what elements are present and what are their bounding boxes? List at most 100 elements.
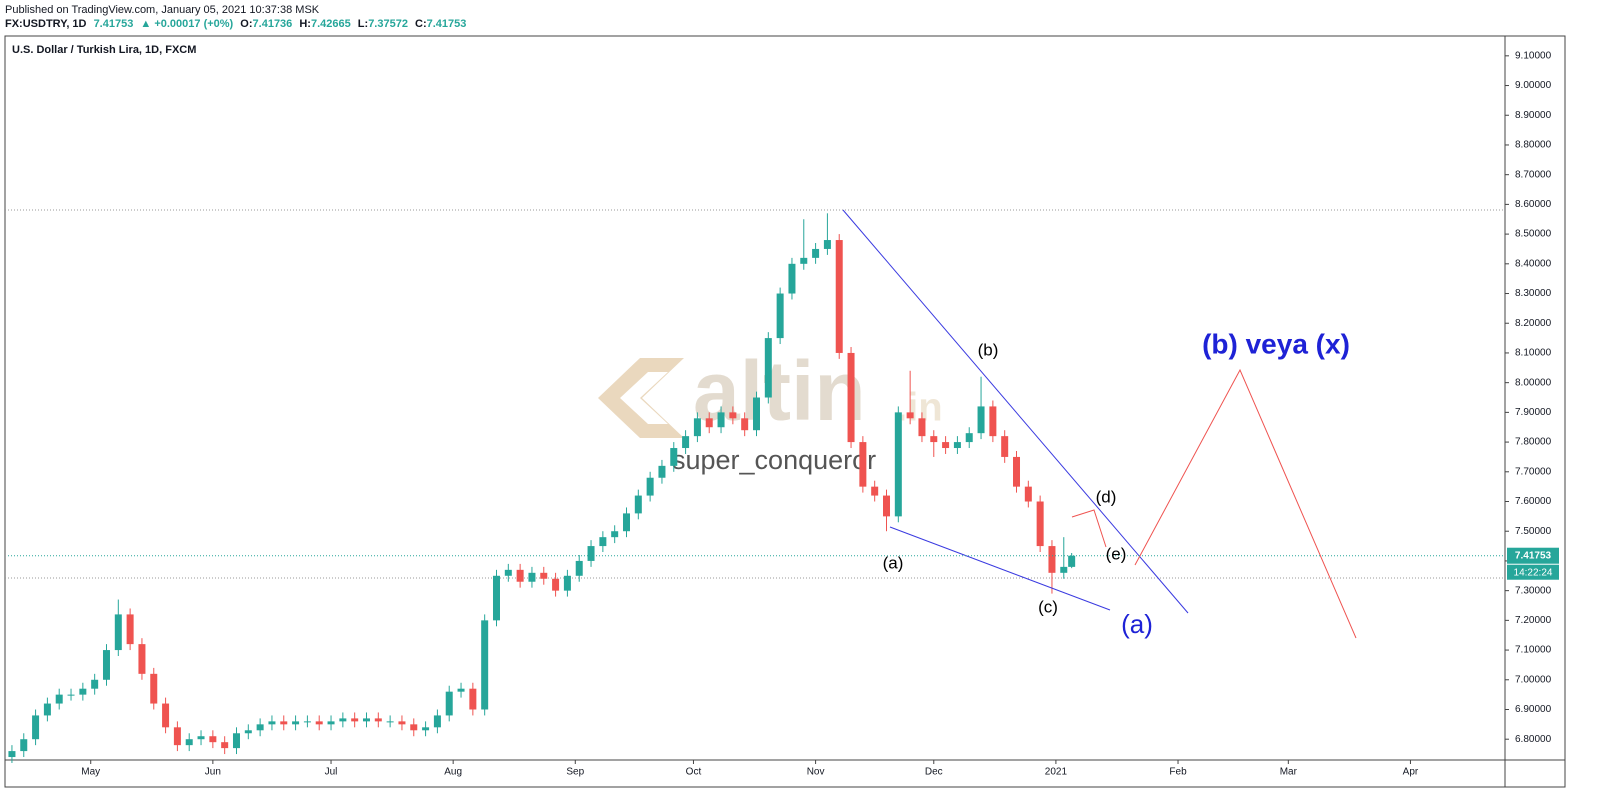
candle-body [339,718,347,722]
candle-body [705,418,713,428]
candle-body [43,703,51,716]
y-tick-label: 8.80000 [1515,140,1552,151]
candle-body [197,736,205,740]
h-label: H: [299,18,311,30]
candle-body [658,465,666,478]
candle-body [1048,546,1056,573]
x-tick-label: Sep [566,767,584,778]
candle-body [575,560,583,576]
last-price-label: 7.41753 [1515,550,1552,561]
candle-body [646,477,654,496]
wave-label: (e) [1106,544,1127,563]
projection [1071,509,1107,548]
l-label: L: [358,18,368,30]
y-tick-label: 7.70000 [1515,466,1552,477]
candle-body [433,715,441,728]
candle-body [930,436,938,443]
ohlc-line: FX:USDTRY, 1D 7.41753 ▲ +0.00017 (+0%) O… [5,18,466,30]
x-tick-label: Dec [925,767,943,778]
countdown-label: 14:22:24 [1514,567,1553,578]
candle-body [717,412,725,428]
y-tick-label: 7.50000 [1515,526,1552,537]
candle-body [303,721,311,723]
candle-body [516,569,524,582]
candle-body [729,412,737,419]
candle-body [528,572,536,582]
candle-body [327,721,335,725]
chart-title: U.S. Dollar / Turkish Lira, 1D, FXCM [12,44,196,56]
candle-body [410,724,418,731]
candle-body [823,240,831,249]
candle-body [670,448,678,466]
symbol: FX:USDTRY, 1D [5,18,87,30]
x-tick-label: Nov [807,767,825,778]
candle-body [611,531,619,538]
author: super_conqueror [672,445,876,475]
x-tick-label: Apr [1403,767,1419,778]
candle-body [1068,555,1076,567]
h: 7.42665 [311,18,351,30]
candle-body [457,688,465,692]
y-tick-label: 8.00000 [1515,377,1552,388]
candle-body [232,733,240,749]
candle-body [209,736,217,743]
candle-body [362,718,370,722]
candle-body [351,718,359,722]
logo [598,358,684,438]
trend-line [842,209,1189,614]
candle-body [788,263,796,294]
candle-body [173,727,181,746]
candle-body [268,721,276,725]
candle-body [469,688,477,710]
y-tick-label: 8.70000 [1515,169,1552,180]
y-tick-label: 9.10000 [1515,50,1552,61]
logo-inner [620,372,668,424]
candle-body [162,703,170,728]
candle-body [1060,566,1068,573]
candles [8,213,1076,763]
candle-body [67,694,75,696]
candle-body [764,338,772,398]
candle-body [102,650,110,680]
candle-body [422,727,430,731]
candle-body [540,572,548,579]
candle-body [835,240,843,353]
candle-body [741,418,749,431]
last: 7.41753 [94,18,134,30]
change: ▲ +0.00017 (+0%) [140,18,233,30]
candle-body [114,614,122,651]
candle-body [1036,501,1044,547]
candle-body [244,730,252,734]
candle-body [812,248,820,258]
l: 7.37572 [368,18,408,30]
candle-body [682,436,690,449]
y-tick-label: 9.00000 [1515,80,1552,91]
candle-body [587,546,595,561]
x-tick-label: Jul [325,767,338,778]
candle-body [599,537,607,547]
candle-body [315,721,323,725]
candle-body [552,578,560,591]
candle-body [953,442,961,449]
candle-body [481,620,489,710]
candle-body [977,406,985,434]
candle-body [563,575,571,591]
candle-body [20,739,28,752]
candle-body [374,718,382,722]
candle-body [386,721,394,723]
candle-body [91,679,99,689]
c: 7.41753 [427,18,467,30]
frame [4,35,1566,788]
wave-label: (b) [978,340,999,359]
y-tick-label: 7.90000 [1515,407,1552,418]
candle-body [256,724,264,731]
candle-body [79,688,87,695]
x-tick-label: May [81,767,100,778]
wave-label: (a) [883,553,904,572]
candle-body [126,614,134,645]
candle-body [693,418,701,437]
candle-body [894,412,902,517]
candle-body [634,495,642,514]
